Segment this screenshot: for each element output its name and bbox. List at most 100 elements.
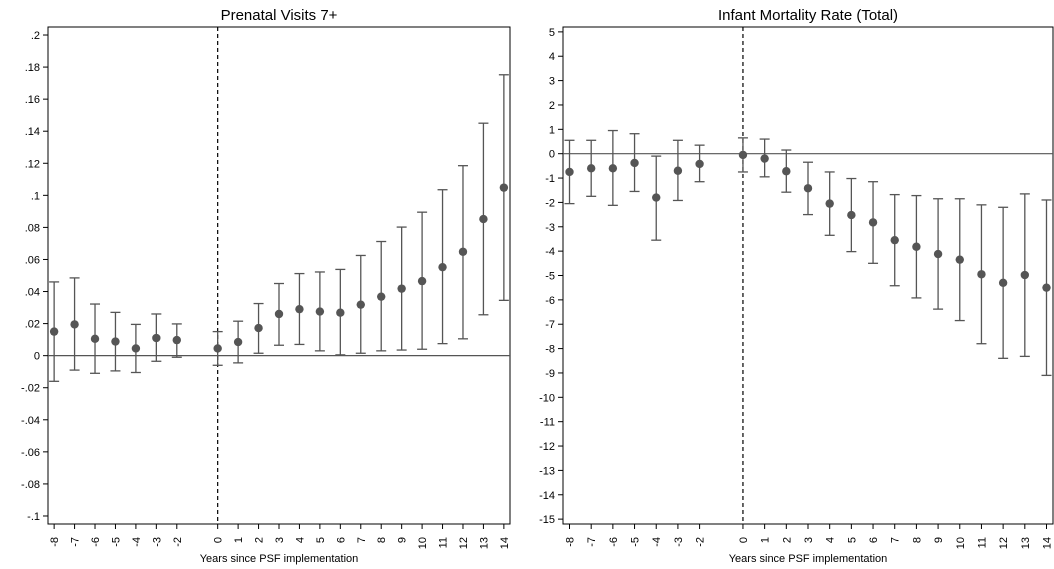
y-tick-label: .14: [25, 126, 40, 138]
point-estimate: [356, 300, 365, 309]
x-tick-label: 8: [911, 537, 923, 543]
plot-area: [47, 26, 511, 525]
x-tick-label: 1: [760, 537, 772, 543]
estimate-7: [355, 254, 366, 354]
x-tick-label: 13: [478, 537, 490, 549]
point-estimate: [131, 344, 141, 353]
x-tick-label: 0: [213, 537, 225, 543]
x-tick-label: 2: [781, 537, 793, 543]
x-tick-label: -8: [49, 537, 61, 547]
x-tick-label: 5: [846, 537, 858, 543]
y-tick-label: 5: [549, 27, 555, 39]
x-tick-label: 6: [868, 537, 880, 543]
x-tick-label: -7: [586, 537, 598, 547]
point-estimate: [417, 276, 427, 286]
y-tick-label: .04: [25, 287, 40, 299]
y-tick-label: .2: [31, 30, 40, 42]
y-tick-label: -11: [540, 417, 555, 429]
point-estimate: [254, 323, 263, 333]
x-axis-label: Years since PSF implementation: [200, 553, 359, 565]
point-estimate: [336, 308, 345, 317]
x-axis-label: Years since PSF implementation: [729, 553, 888, 565]
estimate--7: [69, 277, 80, 371]
point-estimate: [912, 242, 921, 251]
x-tick-label: -2: [172, 537, 184, 547]
estimate--3: [672, 139, 683, 202]
y-tick-label: -2: [545, 197, 555, 209]
x-tick-label: 7: [890, 537, 902, 543]
point-estimate: [673, 166, 683, 175]
x-tick-label: 14: [1041, 537, 1053, 549]
estimate-11: [976, 204, 987, 345]
point-estimate: [213, 344, 222, 353]
estimate-6: [335, 268, 346, 356]
estimate--7: [586, 139, 597, 197]
y-tick-label: .02: [25, 319, 40, 331]
point-estimate: [890, 235, 899, 245]
estimate-1: [233, 320, 244, 364]
x-tick-label: 5: [315, 537, 327, 543]
estimate-13: [478, 122, 489, 316]
estimate--4: [130, 323, 141, 374]
estimate--8: [49, 281, 60, 382]
y-tick-label: 0: [34, 351, 40, 363]
point-estimate: [825, 199, 834, 208]
estimate-12: [998, 206, 1009, 359]
point-estimate: [868, 218, 878, 227]
point-estimate: [90, 334, 100, 344]
y-tick-label: -.06: [21, 447, 40, 459]
point-estimate: [608, 164, 618, 173]
x-tick-label: 2: [254, 537, 266, 543]
point-estimate: [397, 284, 406, 293]
estimate--2: [171, 323, 182, 358]
x-tick-label: 7: [356, 537, 368, 543]
x-tick-label: 13: [1020, 537, 1032, 549]
x-tick-label: -3: [673, 537, 685, 547]
y-tick-label: -.02: [21, 383, 40, 395]
estimate-10: [417, 211, 428, 350]
x-tick-label: -5: [630, 537, 642, 547]
chart-title: Prenatal Visits 7+: [221, 7, 338, 24]
point-estimate: [479, 214, 488, 224]
y-tick-label: 2: [549, 100, 555, 112]
x-tick-label: 12: [998, 537, 1010, 549]
point-estimate: [782, 167, 791, 176]
y-tick-label: 0: [549, 149, 555, 161]
point-estimate: [377, 292, 386, 301]
y-tick-label: -1: [545, 173, 555, 185]
point-estimate: [695, 159, 704, 169]
y-tick-label: -9: [545, 368, 555, 380]
estimate-12: [457, 165, 468, 340]
y-tick-label: .06: [25, 254, 40, 266]
estimate-0: [737, 137, 748, 173]
estimate--3: [151, 313, 162, 362]
point-estimate: [499, 183, 509, 192]
x-tick-label: 10: [955, 537, 967, 549]
point-estimate: [998, 278, 1008, 288]
y-tick-label: .18: [25, 62, 40, 74]
estimate-2: [253, 302, 264, 354]
estimate-5: [846, 177, 857, 253]
point-estimate: [933, 249, 943, 259]
estimate-11: [437, 189, 448, 345]
point-estimate: [172, 335, 181, 345]
point-estimate: [233, 337, 243, 347]
x-tick-label: 12: [458, 537, 470, 549]
point-estimate: [49, 327, 59, 336]
estimate--2: [694, 144, 705, 183]
point-estimate: [274, 309, 284, 319]
y-tick-label: -4: [545, 246, 555, 258]
estimate--6: [607, 129, 618, 206]
point-estimate: [70, 320, 79, 329]
y-tick-label: -.04: [21, 415, 40, 427]
estimate-13: [1019, 193, 1030, 358]
point-estimate: [565, 167, 574, 177]
estimate-1: [759, 138, 770, 178]
y-tick-label: -10: [539, 392, 555, 404]
estimate-8: [376, 240, 387, 352]
chart-title: Infant Mortality Rate (Total): [718, 7, 898, 24]
x-tick-label: 4: [825, 537, 837, 543]
estimate--5: [110, 311, 121, 372]
point-estimate: [111, 337, 120, 346]
